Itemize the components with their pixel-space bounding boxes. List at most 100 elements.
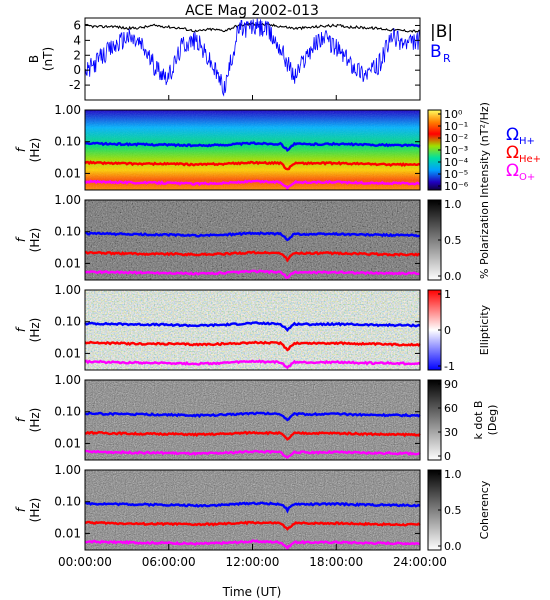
y-axis-unit-hz: (Hz) <box>28 408 42 433</box>
y-tick-label: 2 <box>73 48 81 62</box>
gyrofrequency-line-he-plus <box>84 160 421 171</box>
gyrofrequency-line-o-plus <box>84 539 421 551</box>
panel-frame-k-dot-B <box>84 379 421 461</box>
y-tick-label: 1.00 <box>54 283 81 297</box>
spectrogram-texture <box>85 290 420 370</box>
y-tick-label: 0.01 <box>54 166 81 180</box>
gyrofrequency-line-h-plus <box>84 141 421 152</box>
colorbar-tick-label: 10⁻⁵ <box>444 168 468 181</box>
y-tick-label: 1.00 <box>54 103 81 117</box>
y-axis-label-f: f <box>14 416 28 422</box>
colorbar-tick-label: 0.0 <box>444 270 462 283</box>
y-tick-label: 1.00 <box>54 373 81 387</box>
y-axis-unit-hz: (Hz) <box>28 318 42 343</box>
gyrofrequency-line-h-plus <box>85 231 421 242</box>
legend-ion-subscript: O+ <box>519 172 535 183</box>
panel-frame-polarization <box>84 199 421 281</box>
x-tick-label: 06:00:00 <box>142 555 196 569</box>
colorbar-label: Ellipticity <box>478 304 491 355</box>
y-tick-label: 0.10 <box>54 315 81 329</box>
colorbar-tick-label: 30 <box>444 426 458 439</box>
gyrofrequency-line-o-plus <box>85 449 421 459</box>
spectrogram-intensity <box>85 110 420 190</box>
y-tick-label: 0.01 <box>54 346 81 360</box>
y-tick-label: 0.01 <box>54 526 81 540</box>
x-tick-label: 24:00:00 <box>393 555 447 569</box>
spectrogram-ellipticity <box>85 290 420 370</box>
colorbar-tick-label: 60 <box>444 402 458 415</box>
gyrofrequency-line-h-plus <box>84 411 421 422</box>
y-axis-unit-hz: (Hz) <box>28 228 42 253</box>
y-axis-label-f: f <box>14 326 28 332</box>
x-tick-label: 18:00:00 <box>309 555 363 569</box>
y-tick-label: -2 <box>69 78 81 92</box>
colorbar-tick-label: 0.5 <box>444 234 462 247</box>
colorbar-tick-label: 0.0 <box>444 540 462 553</box>
y-tick-label: 0.10 <box>54 405 81 419</box>
x-axis-label: Time (UT) <box>222 585 282 599</box>
x-tick-label: 00:00:00 <box>58 555 112 569</box>
gyrofrequency-line-he-plus <box>84 250 421 263</box>
gyrofrequency-line-o-plus <box>84 359 421 370</box>
y-axis-label-f: f <box>14 506 28 512</box>
y-axis-label-f: f <box>14 146 28 152</box>
colorbar-k-dot-B <box>427 379 442 461</box>
colorbar-tick-label: -1 <box>444 360 455 373</box>
colorbar-tick-label: 10⁻⁶ <box>444 180 469 193</box>
series-line-b-total <box>84 22 421 33</box>
y-tick-label: 0.01 <box>54 436 81 450</box>
y-tick-label: 6 <box>73 18 81 32</box>
colorbar-tick-label: 1 <box>444 288 451 301</box>
gyrofrequency-line-o-plus <box>84 179 421 191</box>
colorbar-tick-label: 10⁻³ <box>444 144 468 157</box>
x-tick-label: 12:00:00 <box>226 555 280 569</box>
y-tick-label: 0.10 <box>54 135 81 149</box>
figure-title: ACE Mag 2002-013 <box>185 3 319 19</box>
colorbar-tick-label: 10⁻⁴ <box>444 156 469 169</box>
y-tick-label: 0.10 <box>54 225 81 239</box>
y-tick-label: 1.00 <box>54 193 81 207</box>
colorbar-tick-label: 10⁰ <box>444 108 463 121</box>
colorbar-tick-label: 1.0 <box>444 198 462 211</box>
y-axis-unit-hz: (Hz) <box>28 498 42 523</box>
gyrofrequency-line-h-plus <box>84 321 421 332</box>
y-axis-unit-hz: (Hz) <box>28 138 42 163</box>
spectrogram-coherency <box>85 470 420 550</box>
spectrogram-polarization <box>85 200 420 280</box>
gyrofrequency-line-he-plus <box>84 340 421 352</box>
gyrofrequency-line-he-plus <box>85 430 421 441</box>
y-tick-label: 0.01 <box>54 256 81 270</box>
y-axis-label-b: B <box>27 55 41 63</box>
legend-omega-symbol: Ω <box>506 125 519 145</box>
series-line-b-r <box>84 18 421 97</box>
legend-b-r: B <box>430 42 442 62</box>
spectrogram-texture <box>85 380 420 460</box>
colorbar-tick-label: 0 <box>444 324 451 337</box>
colorbar-tick-label: 1.0 <box>444 468 462 481</box>
legend-b-total: |B| <box>430 22 453 42</box>
y-tick-label: 0.10 <box>54 495 81 509</box>
colorbar-label: % Polarization <box>478 201 491 279</box>
colorbar-label: Coherency <box>478 480 491 539</box>
y-tick-label: 1.00 <box>54 463 81 477</box>
legend-ion-subscript: H+ <box>519 136 535 147</box>
gyrofrequency-line-he-plus <box>84 520 421 531</box>
spectrogram-k-dot-B <box>85 380 420 460</box>
y-axis-unit-b: (nT) <box>41 47 55 71</box>
colorbar-unit: (Deg) <box>486 405 499 436</box>
legend-omega-symbol: Ω <box>506 161 519 181</box>
spectrogram-texture <box>85 200 420 280</box>
panel-frame-ellipticity <box>84 289 421 371</box>
legend-b-r-subscript: R <box>443 52 451 65</box>
legend-ion-subscript: He+ <box>519 154 541 165</box>
y-axis-label-f: f <box>14 236 28 242</box>
spectrogram-texture <box>85 110 420 190</box>
legend-omega-symbol: Ω <box>506 143 519 163</box>
colorbar-tick-label: 0 <box>444 450 451 463</box>
panel-frame-intensity <box>84 109 421 191</box>
colorbar-tick-label: 10⁻² <box>444 132 468 145</box>
colorbar-tick-label: 10⁻¹ <box>444 120 468 133</box>
colorbar-label: k dot B <box>472 401 485 440</box>
y-tick-label: 4 <box>73 33 81 47</box>
